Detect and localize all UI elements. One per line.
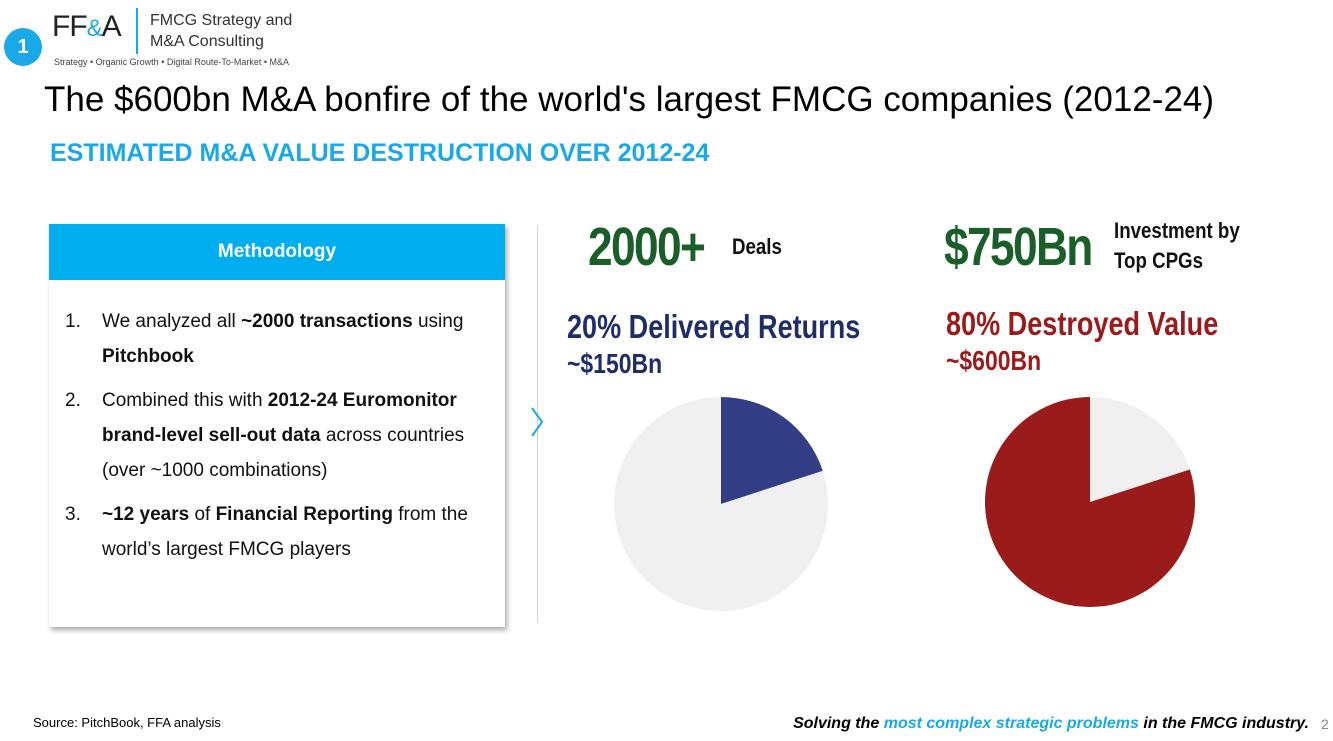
- item-text: Combined this with 2012-24 Euromonitor b…: [102, 383, 485, 488]
- logo-amp: &: [86, 15, 103, 42]
- section-subtitle: ESTIMATED M&A VALUE DESTRUCTION OVER 201…: [50, 139, 710, 167]
- pie-slice-destroyed-value: [985, 397, 1195, 607]
- text-part: from the world’s largest FMCG players: [102, 504, 468, 560]
- pie-slice-other: [614, 397, 828, 611]
- tagline-pre: Solving the: [793, 715, 884, 732]
- methodology-header: Methodology: [49, 224, 505, 280]
- logo-a: A: [101, 10, 122, 43]
- delivered-returns-heading: 20% Delivered Returns: [567, 308, 861, 345]
- page-number: 2: [1321, 716, 1329, 732]
- text-part: Combined this with: [102, 390, 268, 411]
- text-part: We analyzed all: [102, 311, 242, 332]
- destroyed-value-pie: [985, 397, 1195, 607]
- item-text: ~12 years of Financial Reporting from th…: [102, 497, 485, 567]
- investment-label-line-1: Investment by: [1114, 218, 1240, 243]
- investment-label-line-2: Top CPGs: [1114, 248, 1204, 273]
- company-line-1: FMCG Strategy and: [150, 12, 293, 29]
- logo-divider: [136, 8, 138, 54]
- tagline-highlight: most complex strategic problems: [883, 715, 1139, 732]
- methodology-item: 1. We analyzed all ~2000 transactions us…: [65, 304, 485, 374]
- company-line-2: M&A Consulting: [150, 33, 264, 50]
- slide-number-badge: 1: [4, 28, 42, 66]
- item-text: We analyzed all ~2000 transactions using…: [102, 304, 485, 374]
- page-title: The $600bn M&A bonfire of the world's la…: [44, 80, 1215, 119]
- text-bold: Pitchbook: [102, 346, 194, 367]
- methodology-item: 2. Combined this with 2012-24 Euromonito…: [65, 383, 485, 488]
- text-bold: ~12 years: [102, 504, 190, 525]
- company-name: FMCG Strategy and M&A Consulting: [150, 10, 320, 52]
- destroyed-value-amount: ~$600Bn: [946, 345, 1042, 376]
- source-note: Source: PitchBook, FFA analysis: [33, 715, 221, 730]
- item-number: 2.: [65, 390, 81, 411]
- vertical-divider: [537, 225, 538, 623]
- text-part: using: [412, 311, 464, 332]
- logo-tagline: Strategy • Organic Growth • Digital Rout…: [54, 57, 290, 67]
- logo-ff: FF: [52, 10, 88, 43]
- chevron-right-icon: [531, 407, 544, 437]
- deals-count: 2000+: [588, 217, 706, 277]
- item-number: 3.: [65, 504, 81, 525]
- footer-tagline: Solving the most complex strategic probl…: [793, 715, 1309, 733]
- methodology-list: 1. We analyzed all ~2000 transactions us…: [49, 280, 505, 567]
- investment-amount: $750Bn: [944, 217, 1093, 277]
- text-part: across countries (over ~1000 combination…: [102, 425, 465, 481]
- methodology-item: 3. ~12 years of Financial Reporting from…: [65, 497, 485, 567]
- text-bold: 2012-24 Euromonitor brand-level sell-out…: [102, 390, 457, 446]
- investment-label: Investment by Top CPGs: [1114, 216, 1240, 276]
- delivered-returns-pie: [614, 397, 828, 611]
- pie-slice-other: [1090, 397, 1190, 502]
- delivered-returns-amount: ~$150Bn: [567, 348, 663, 379]
- ffa-logo: FF&A: [52, 10, 128, 54]
- text-part: of: [189, 504, 216, 525]
- destroyed-value-heading: 80% Destroyed Value: [946, 305, 1219, 342]
- deals-label: Deals: [732, 234, 782, 259]
- pie-slice-delivered-returns: [721, 397, 823, 504]
- tagline-post: in the FMCG industry.: [1138, 715, 1309, 732]
- methodology-card: Methodology 1. We analyzed all ~2000 tra…: [49, 224, 505, 627]
- text-bold: Financial Reporting: [215, 504, 393, 525]
- text-bold: ~2000 transactions: [241, 311, 413, 332]
- item-number: 1.: [65, 311, 81, 332]
